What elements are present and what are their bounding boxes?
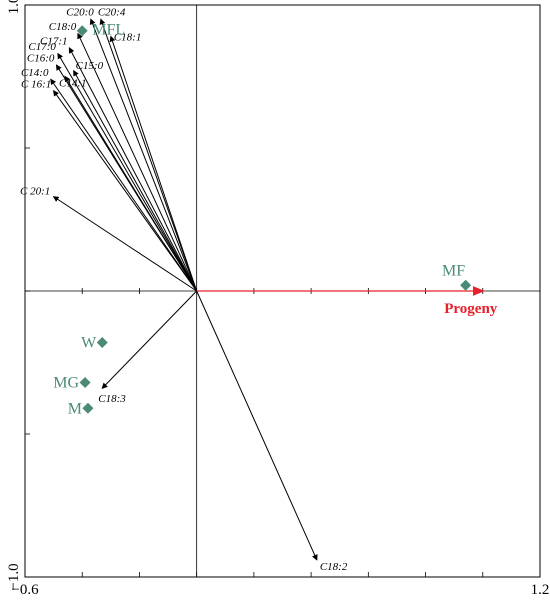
- fatty-acid-label: C17:1: [40, 35, 68, 47]
- fatty-acid-arrow: [50, 78, 198, 292]
- fatty-acid-arrow: [53, 89, 198, 292]
- group-label: M: [68, 400, 82, 417]
- y-tick-label: −1.0: [6, 563, 22, 590]
- fatty-acid-arrow: [109, 35, 198, 292]
- group-label: MG: [53, 375, 79, 392]
- y-tick-label: 1.0: [6, 0, 22, 14]
- fatty-acid-label: C18:0: [49, 21, 77, 33]
- group-marker: [79, 377, 91, 389]
- fatty-acid-label: C 20:1: [20, 185, 50, 197]
- fatty-acid-arrow: [52, 196, 197, 292]
- fatty-acid-label: C17:0: [28, 41, 56, 53]
- group-label: MF: [442, 262, 465, 279]
- fatty-acid-arrow: [99, 18, 198, 292]
- fatty-acid-arrow: [68, 47, 198, 292]
- fatty-acid-label: C16:0: [27, 53, 55, 65]
- group-markers: MFL MF W MG M: [53, 22, 472, 417]
- x-tick-label: −0.6: [11, 582, 39, 598]
- group-label: W: [81, 334, 97, 351]
- group-marker: [82, 402, 94, 414]
- fatty-acid-label: C18:1: [114, 31, 142, 43]
- group-marker: [96, 336, 108, 348]
- environmental-vector: Progeny: [196, 286, 498, 317]
- progeny-label: Progeny: [444, 301, 498, 317]
- group-marker: [460, 279, 472, 291]
- group-label: MFL: [92, 22, 125, 39]
- fatty-acid-label: C18:2: [320, 561, 348, 573]
- fatty-acid-arrow: [73, 69, 198, 292]
- group-marker: [76, 25, 88, 37]
- fatty-acid-arrow: [57, 52, 198, 292]
- fatty-acid-arrow: [77, 32, 198, 292]
- fatty-acid-arrow: [101, 290, 198, 389]
- fatty-acid-label: C 16:1: [21, 79, 51, 91]
- fatty-acid-label: C15:0: [76, 60, 104, 72]
- fatty-acid-arrow: [89, 18, 198, 292]
- fatty-acid-label: C14:0: [21, 67, 49, 79]
- fatty-acid-label: C18:3: [98, 393, 126, 405]
- fatty-acid-label: C20:4: [98, 7, 126, 19]
- fatty-acid-arrow: [64, 75, 198, 292]
- fatty-acid-label: C20:0: [66, 7, 94, 19]
- tick-labels: −0.6 1.2 1.0 −1.0: [6, 0, 549, 598]
- fatty-acid-label: C14:1: [59, 78, 87, 90]
- x-tick-label: 1.2: [531, 582, 550, 598]
- fatty-acid-arrow: [196, 290, 318, 561]
